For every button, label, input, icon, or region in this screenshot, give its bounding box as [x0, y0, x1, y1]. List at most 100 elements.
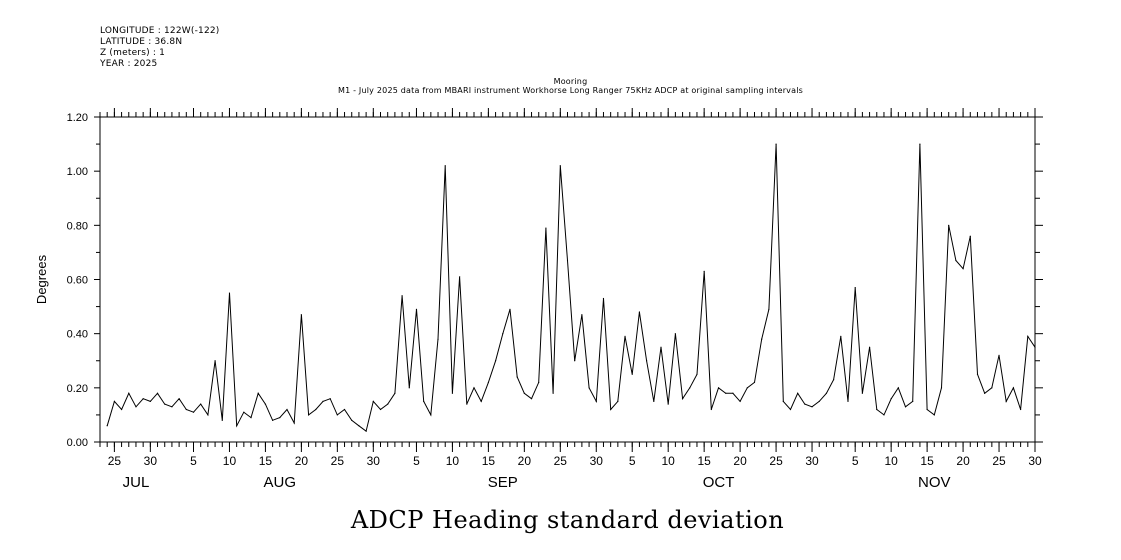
data-point: [466, 403, 468, 405]
data-point: [408, 387, 410, 389]
data-point: [761, 338, 763, 340]
data-point: [214, 360, 216, 362]
x-tick-label: 25: [108, 454, 122, 468]
chart-svg: 0.00 0.20 0.40 0.60 0.80 1.00 1.20 25 30 5 10 15 20 2…: [34, 108, 1043, 491]
data-point: [1012, 387, 1015, 389]
data-point: [638, 311, 641, 313]
data-point: [387, 403, 389, 405]
x-tick-label: 10: [223, 454, 237, 468]
month-label: JUL: [123, 474, 150, 491]
data-point: [264, 403, 267, 405]
data-point: [307, 414, 310, 416]
data-point: [279, 417, 281, 419]
y-tick-label: 0.60: [67, 275, 88, 287]
y-tick-label: 1.20: [67, 112, 88, 124]
x-tick-label: 15: [920, 454, 934, 468]
data-point: [876, 408, 878, 411]
x-tick-label: 15: [259, 454, 273, 468]
data-point: [717, 387, 720, 389]
data-point: [782, 400, 784, 402]
data-point: [710, 408, 712, 411]
data-point: [358, 425, 360, 427]
data-point: [473, 387, 475, 389]
longitude-label: LONGITUDE : 122W(-122): [100, 26, 220, 36]
month-label: NOV: [918, 474, 951, 491]
y-tick-label: 0.00: [67, 437, 88, 449]
data-point: [343, 408, 346, 411]
data-point: [494, 360, 497, 362]
data-point: [523, 392, 525, 394]
data-point: [825, 392, 828, 394]
data-point: [955, 259, 957, 262]
x-tick-label: 25: [554, 454, 568, 468]
data-point: [236, 425, 238, 427]
data-point: [631, 373, 633, 375]
x-tick-label: 30: [805, 454, 819, 468]
data-point: [818, 400, 820, 402]
data-point: [149, 400, 151, 402]
data-point: [624, 335, 626, 337]
data-point: [444, 165, 446, 167]
data-point: [667, 403, 669, 405]
data-point: [753, 381, 756, 384]
data-point: [315, 408, 317, 411]
y-tick-label: 0.20: [67, 383, 88, 395]
data-point: [200, 403, 202, 405]
x-tick-label: 20: [518, 454, 532, 468]
y-tick-label: 1.00: [67, 166, 88, 178]
x-tick-label: 5: [629, 454, 636, 468]
data-point: [1005, 400, 1007, 402]
x-tick-label: 5: [190, 454, 197, 468]
data-point: [228, 292, 231, 294]
data-point: [933, 414, 935, 416]
data-point: [595, 400, 597, 402]
data-point: [674, 333, 676, 335]
year-label: YEAR : 2025: [100, 59, 158, 69]
data-point: [293, 422, 295, 424]
x-tick-label: 10: [662, 454, 676, 468]
data-point: [394, 392, 396, 394]
data-point: [653, 400, 655, 402]
x-tick-label: 30: [144, 454, 158, 468]
data-point: [423, 400, 425, 402]
x-tick-label: 10: [884, 454, 898, 468]
data-point: [552, 392, 554, 394]
data-point: [646, 360, 648, 362]
chart-header-mooring: Mooring: [553, 77, 588, 86]
data-point: [336, 414, 338, 416]
data-point: [322, 400, 324, 402]
y-tick-label: 0.40: [67, 329, 88, 341]
data-point: [998, 354, 1000, 356]
data-point: [1027, 335, 1029, 337]
data-point: [243, 411, 245, 413]
data-point: [207, 414, 209, 416]
data-series-line: [106, 144, 1036, 433]
data-point: [437, 338, 439, 340]
data-point: [581, 314, 583, 316]
data-point: [502, 333, 504, 335]
data-point: [185, 408, 187, 411]
data-point: [847, 400, 849, 402]
data-point: [459, 276, 461, 278]
data-point: [142, 398, 144, 400]
data-point: [789, 408, 792, 411]
data-point: [509, 308, 511, 310]
data-point: [984, 392, 986, 394]
data-point: [257, 392, 259, 394]
data-point: [156, 392, 159, 394]
data-point: [113, 400, 115, 402]
x-tick-label: 10: [446, 454, 460, 468]
data-point: [538, 381, 540, 384]
data-point: [487, 381, 489, 384]
x-tick-label: 20: [295, 454, 309, 468]
chart-title: ADCP Heading standard deviation: [350, 506, 785, 534]
data-point: [804, 403, 806, 405]
data-point: [221, 419, 223, 421]
data-point: [329, 398, 331, 400]
data-point: [415, 308, 418, 310]
data-point: [559, 165, 561, 167]
data-point: [430, 414, 432, 416]
data-point: [919, 143, 921, 145]
data-point: [192, 411, 195, 413]
metadata-block: LONGITUDE : 122W(-122) LATITUDE : 36.8N …: [100, 26, 220, 70]
